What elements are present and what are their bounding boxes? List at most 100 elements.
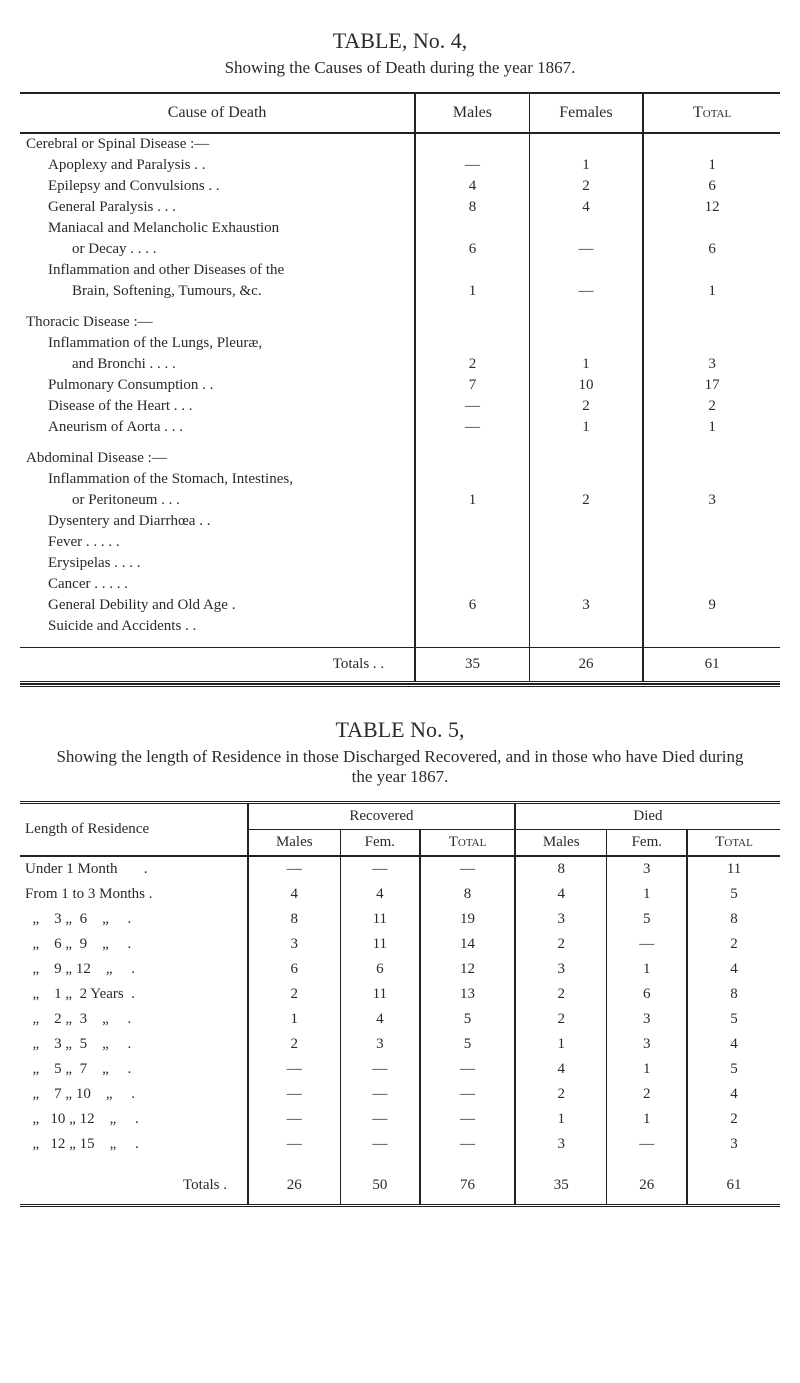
table5-cell-dm: 1 [515,1032,607,1057]
table4-cause-label: Aneurism of Aorta . . . [20,417,415,438]
table4-cause-label: Apoplexy and Paralysis . . [20,155,415,176]
table4-cell-total: 1 [643,281,780,302]
table5-cell-rt: 5 [420,1007,515,1032]
table4-cell-females [529,574,643,595]
table5-cell-rm: — [248,856,340,882]
table4-cell-females [529,333,643,354]
table5-subtitle: Showing the length of Residence in those… [50,747,750,787]
table5-totals-dm: 35 [515,1167,607,1206]
table5-cell-rm: — [248,1132,340,1157]
table4-cause-label: Inflammation of the Lungs, Pleuræ, [20,333,415,354]
table4-cell-males: 6 [415,239,529,260]
table5-residence-label: „ 3 „ 6 „ . [20,907,248,932]
table4-cell-total: 17 [643,375,780,396]
table5-cell-rm: 2 [248,982,340,1007]
table5-cell-rf: — [340,1107,420,1132]
table4-cell-males: 1 [415,281,529,302]
table4-cell-males [415,511,529,532]
table4-cause-label: Suicide and Accidents . . [20,616,415,637]
table5-cell-dt: 8 [687,907,780,932]
table4-cause-label: Inflammation and other Diseases of the [20,260,415,281]
table4-cell-females: — [529,239,643,260]
table5-residence-label: „ 1 „ 2 Years . [20,982,248,1007]
table4-cause-label: General Debility and Old Age . [20,595,415,616]
table4-cell-females: 1 [529,155,643,176]
table4-cell-males: 2 [415,354,529,375]
table5-hdr-dm: Males [515,829,607,856]
table5-cell-rt: 5 [420,1032,515,1057]
table4-totals-label: Totals . . [20,647,415,681]
table4-cell-males [415,260,529,281]
table4-cell-total [643,532,780,553]
table4-cell-males [415,616,529,637]
table5-cell-rm: 2 [248,1032,340,1057]
table5-cell-rm: — [248,1057,340,1082]
table4-cell-total: 3 [643,354,780,375]
table5-residence-label: „ 9 „ 12 „ . [20,957,248,982]
table5-cell-rf: 4 [340,1007,420,1032]
table5-cell-df: 3 [607,856,687,882]
table4-cell-total: 9 [643,595,780,616]
table5-cell-rf: — [340,1082,420,1107]
table4-hdr-total: Total [643,93,780,133]
table4-cell-total: 1 [643,155,780,176]
table4-totals-males: 35 [415,647,529,681]
table4-cause-label: Epilepsy and Convulsions . . [20,176,415,197]
table5-cell-dt: 4 [687,1032,780,1057]
table5-cell-rm: — [248,1082,340,1107]
table5-cell-rf: — [340,856,420,882]
table4-cell-males: 7 [415,375,529,396]
table4-cell-total: 1 [643,417,780,438]
table5-cell-dm: 3 [515,957,607,982]
table5-cell-rt: — [420,1107,515,1132]
table5-cell-rm: — [248,1107,340,1132]
table5-cell-dm: 4 [515,1057,607,1082]
table5-cell-df: 5 [607,907,687,932]
table5-cell-df: 1 [607,1107,687,1132]
table5-cell-dm: 8 [515,856,607,882]
table4-cell-females [529,469,643,490]
table5-cell-rf: 3 [340,1032,420,1057]
table4-cause-label: Inflammation of the Stomach, Intestines, [20,469,415,490]
table5-cell-dt: 4 [687,957,780,982]
table5-residence-label: Under 1 Month . [20,856,248,882]
table4-cause-label: Disease of the Heart . . . [20,396,415,417]
table4-cell-males [415,574,529,595]
table4-group-heading: Cerebral or Spinal Disease :— [20,133,415,155]
table5-totals-rf: 50 [340,1167,420,1206]
table5-cell-df: 1 [607,882,687,907]
table4-cell-males [415,218,529,239]
table5-cell-rf: 11 [340,932,420,957]
table5-cell-rf: 11 [340,982,420,1007]
table4-hdr-females: Females [529,93,643,133]
table5-hdr-dt: Total [687,829,780,856]
table5-cell-rt: — [420,1132,515,1157]
table5-totals-dt: 61 [687,1167,780,1206]
table5-cell-df: 1 [607,1057,687,1082]
table5-cell-df: 1 [607,957,687,982]
table5-cell-rt: — [420,1057,515,1082]
table4-cell-total [643,574,780,595]
table4-cause-label: General Paralysis . . . [20,197,415,218]
table5-residence-label: „ 12 „ 15 „ . [20,1132,248,1157]
table4-cell-males [415,469,529,490]
table5-cell-rt: 8 [420,882,515,907]
table5-cell-dt: 2 [687,1107,780,1132]
table5-cell-rm: 1 [248,1007,340,1032]
table5-cell-rm: 4 [248,882,340,907]
table5-cell-dm: 4 [515,882,607,907]
table5-residence-label: „ 7 „ 10 „ . [20,1082,248,1107]
table5-cell-rt: — [420,856,515,882]
table5-cell-dm: 3 [515,1132,607,1157]
table4-cell-females [529,218,643,239]
table4-hdr-cause: Cause of Death [20,93,415,133]
table5-residence-label: „ 2 „ 3 „ . [20,1007,248,1032]
table4-section: TABLE, No. 4, Showing the Causes of Deat… [20,28,780,687]
table5-cell-dt: 11 [687,856,780,882]
table4-cell-females [529,260,643,281]
table5-cell-rt: — [420,1082,515,1107]
table4-cell-females: 1 [529,417,643,438]
table4-cause-label: or Decay . . . . [20,239,415,260]
table5-cell-df: — [607,1132,687,1157]
table5-cell-dt: 3 [687,1132,780,1157]
